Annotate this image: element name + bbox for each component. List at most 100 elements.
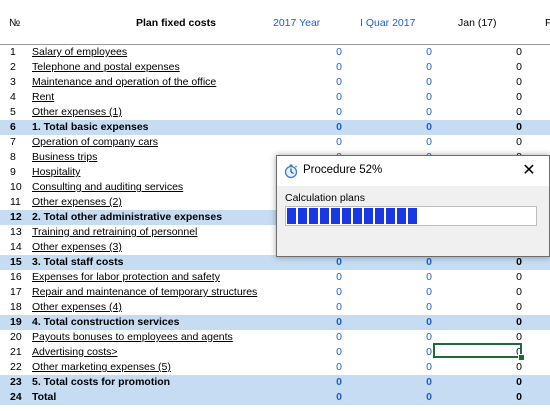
row-name[interactable]: Telephone and postal expenses [32,61,180,73]
value-january[interactable]: 0 [516,391,522,403]
table-row[interactable]: 1 Salary of employees 0 0 0 [0,45,550,60]
value-january[interactable]: 0 [516,106,522,118]
value-quarter-1[interactable]: 0 [426,331,432,343]
row-name[interactable]: 2. Total other administrative expenses [32,211,223,223]
row-name[interactable]: 3. Total staff costs [32,256,124,268]
value-january[interactable]: 0 [516,361,522,373]
selected-cell[interactable] [433,343,522,358]
value-january[interactable]: 0 [516,91,522,103]
table-row[interactable]: 20 Payouts bonuses to employees and agent… [0,330,550,345]
value-january[interactable]: 0 [516,121,522,133]
value-2017-year[interactable]: 0 [336,271,342,283]
row-name[interactable]: Salary of employees [32,46,128,58]
value-2017-year[interactable]: 0 [336,91,342,103]
value-january[interactable]: 0 [516,271,522,283]
value-quarter-1[interactable]: 0 [426,106,432,118]
value-january[interactable]: 0 [516,346,522,358]
value-january[interactable]: 0 [516,301,522,313]
table-row[interactable]: 2 Telephone and postal expenses 0 0 0 [0,60,550,75]
value-2017-year[interactable]: 0 [336,256,342,268]
value-quarter-1[interactable]: 0 [426,76,432,88]
row-name[interactable]: Training and retraining of personnel [32,226,198,238]
value-2017-year[interactable]: 0 [336,301,342,313]
row-name[interactable]: Repair and maintenance of temporary stru… [32,286,258,298]
table-row[interactable]: 17 Repair and maintenance of temporary st… [0,285,550,300]
row-name[interactable]: Other expenses (1) [32,106,122,118]
header-2017-year[interactable]: 2017 Year [273,17,321,29]
value-2017-year[interactable]: 0 [336,361,342,373]
row-name[interactable]: Advertising costs> [32,346,118,358]
value-2017-year[interactable]: 0 [336,391,342,403]
value-quarter-1[interactable]: 0 [426,136,432,148]
header-january[interactable]: Jan (17) [458,17,497,29]
value-quarter-1[interactable]: 0 [426,271,432,283]
table-row[interactable]: 4 Rent 0 0 0 [0,90,550,105]
value-quarter-1[interactable]: 0 [426,121,432,133]
value-january[interactable]: 0 [516,61,522,73]
row-name[interactable]: Total [32,391,57,403]
row-name[interactable]: Other expenses (2) [32,196,122,208]
row-name[interactable]: Expenses for labor protection and safety [32,271,220,283]
value-quarter-1[interactable]: 0 [426,361,432,373]
row-name[interactable]: 1. Total basic expenses [32,121,149,133]
value-2017-year[interactable]: 0 [336,316,342,328]
value-january[interactable]: 0 [516,331,522,343]
value-quarter-1[interactable]: 0 [426,346,432,358]
value-quarter-1[interactable]: 0 [426,256,432,268]
close-icon[interactable]: ✕ [522,162,536,179]
row-name[interactable]: 4. Total construction services [32,316,180,328]
table-row-total[interactable]: 23 5. Total costs for promotion 0 0 0 [0,375,550,390]
value-2017-year[interactable]: 0 [336,136,342,148]
value-january[interactable]: 0 [516,46,522,58]
value-quarter-1[interactable]: 0 [426,286,432,298]
value-january[interactable]: 0 [516,316,522,328]
row-name[interactable]: Payouts bonuses to employees and agents [32,331,233,343]
value-quarter-1[interactable]: 0 [426,301,432,313]
table-row[interactable]: 21 Advertising costs> 0 0 0 [0,345,550,360]
value-2017-year[interactable]: 0 [336,121,342,133]
row-name[interactable]: Consulting and auditing services [32,181,184,193]
value-january[interactable]: 0 [516,76,522,88]
value-quarter-1[interactable]: 0 [426,91,432,103]
value-2017-year[interactable]: 0 [336,286,342,298]
row-name[interactable]: Rent [32,91,55,103]
table-row-total[interactable]: 15 3. Total staff costs 0 0 0 [0,255,550,270]
header-quarter-1[interactable]: I Quar 2017 [360,17,416,29]
row-name[interactable]: Business trips [32,151,98,163]
value-2017-year[interactable]: 0 [336,76,342,88]
table-row[interactable]: 22 Other marketing expenses (5) 0 0 0 [0,360,550,375]
value-2017-year[interactable]: 0 [336,106,342,118]
value-2017-year[interactable]: 0 [336,46,342,58]
row-name[interactable]: Hospitality [32,166,81,178]
header-february[interactable]: F [545,17,550,29]
row-name[interactable]: 5. Total costs for promotion [32,376,171,388]
value-2017-year[interactable]: 0 [336,346,342,358]
value-2017-year[interactable]: 0 [336,61,342,73]
row-name[interactable]: Other expenses (3) [32,241,122,253]
table-row[interactable]: 18 Other expenses (4) 0 0 0 [0,300,550,315]
table-row[interactable]: 7 Operation of company cars 0 0 0 [0,135,550,150]
value-2017-year[interactable]: 0 [336,331,342,343]
value-quarter-1[interactable]: 0 [426,46,432,58]
row-name[interactable]: Maintenance and operation of the office [32,76,217,88]
value-quarter-1[interactable]: 0 [426,391,432,403]
value-quarter-1[interactable]: 0 [426,61,432,73]
fill-handle[interactable] [518,354,525,361]
value-2017-year[interactable]: 0 [336,376,342,388]
table-row-total[interactable]: 19 4. Total construction services 0 0 0 [0,315,550,330]
row-name[interactable]: Other marketing expenses (5) [32,361,171,373]
value-quarter-1[interactable]: 0 [426,316,432,328]
table-row[interactable]: 16 Expenses for labor protection and safe… [0,270,550,285]
table-row[interactable]: 3 Maintenance and operation of the office… [0,75,550,90]
value-quarter-1[interactable]: 0 [426,376,432,388]
row-number: 2 [10,61,16,73]
row-name[interactable]: Operation of company cars [32,136,159,148]
table-row-total[interactable]: 24 Total 0 0 0 [0,390,550,405]
value-january[interactable]: 0 [516,256,522,268]
table-row-total[interactable]: 6 1. Total basic expenses 0 0 0 [0,120,550,135]
value-january[interactable]: 0 [516,376,522,388]
table-row[interactable]: 5 Other expenses (1) 0 0 0 [0,105,550,120]
value-january[interactable]: 0 [516,286,522,298]
value-january[interactable]: 0 [516,136,522,148]
row-name[interactable]: Other expenses (4) [32,301,122,313]
